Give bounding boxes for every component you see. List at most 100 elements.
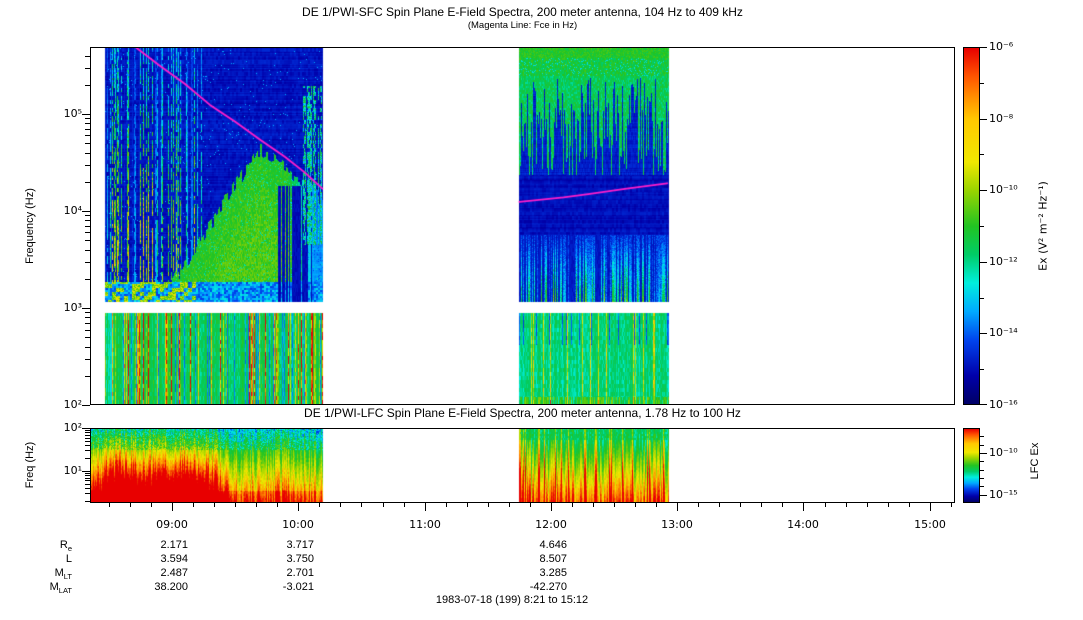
ephemeris-value: 8.507: [539, 553, 567, 565]
ephemeris-row-label: L: [65, 553, 72, 565]
sfc-subtitle: (Magenta Line: Fce in Hz): [467, 20, 578, 31]
x-tick-label: 13:00: [661, 518, 693, 531]
lfc-y-minor-tick: [85, 450, 90, 451]
sfc-colorbar-label: Ex (V² m⁻² Hz⁻¹): [1036, 181, 1050, 271]
lfc-y-major-tick: [82, 428, 90, 429]
sfc-y-minor-tick: [85, 376, 90, 377]
sfc-colorbar-tick-label: 10⁻⁶: [989, 40, 1014, 53]
lfc-colorbar-tick-label: 10⁻¹⁰: [989, 446, 1018, 459]
sfc-y-minor-tick: [85, 317, 90, 318]
ephemeris-row-label: MLT: [54, 567, 72, 582]
sfc-y-minor-tick: [85, 220, 90, 221]
sfc-y-minor-tick: [85, 85, 90, 86]
x-major-tick: [677, 503, 678, 511]
x-tick-label: 10:00: [282, 518, 314, 531]
sfc-title: DE 1/PWI-SFC Spin Plane E-Field Spectra,…: [302, 5, 743, 19]
x-minor-tick: [867, 503, 868, 507]
lfc-y-minor-tick: [85, 445, 90, 446]
x-minor-tick: [214, 503, 215, 507]
ephemeris-value: 4.646: [539, 539, 567, 551]
sfc-spectrogram-panel: [90, 47, 955, 405]
lfc-y-tick-label: 10¹: [63, 464, 82, 477]
x-minor-tick: [277, 503, 278, 507]
ephemeris-row-label: Re: [59, 539, 72, 554]
sfc-y-minor-tick: [85, 262, 90, 263]
sfc-y-minor-tick: [85, 359, 90, 360]
ephemeris-value: 2.171: [160, 539, 188, 551]
sfc-colorbar-minor-tick: [980, 226, 984, 227]
lfc-spectrogram-panel: [90, 428, 955, 503]
sfc-y-minor-tick: [85, 182, 90, 183]
x-major-tick: [803, 503, 804, 511]
x-major-tick: [551, 503, 552, 511]
x-minor-tick: [109, 503, 110, 507]
sfc-y-minor-tick: [85, 226, 90, 227]
x-tick-label: 14:00: [787, 518, 819, 531]
sfc-y-minor-tick: [85, 323, 90, 324]
x-minor-tick: [151, 503, 152, 507]
lfc-colorbar-minor-tick: [980, 478, 984, 479]
x-minor-tick: [782, 503, 783, 507]
sfc-y-minor-tick: [85, 279, 90, 280]
lfc-y-minor-tick: [85, 441, 90, 442]
lfc-y-minor-tick: [85, 475, 90, 476]
x-minor-tick: [656, 503, 657, 507]
lfc-y-minor-tick: [85, 432, 90, 433]
sfc-colorbar-tick-label: 10⁻¹⁴: [989, 326, 1018, 339]
lfc-y-minor-tick: [85, 480, 90, 481]
x-minor-tick: [530, 503, 531, 507]
sfc-y-minor-tick: [85, 165, 90, 166]
lfc-colorbar-minor-tick: [980, 486, 984, 487]
lfc-y-minor-tick: [85, 458, 90, 459]
sfc-y-minor-tick: [85, 68, 90, 69]
sfc-y-minor-tick: [85, 118, 90, 119]
sfc-colorbar-tick: [980, 262, 987, 263]
date-range-label: 1983-07-18 (199) 8:21 to 15:12: [435, 594, 589, 606]
lfc-y-minor-tick: [85, 493, 90, 494]
sfc-y-tick-label: 10⁴: [63, 204, 82, 217]
x-minor-tick: [698, 503, 699, 507]
lfc-heatmap: [91, 429, 954, 502]
x-minor-tick: [361, 503, 362, 507]
sfc-y-major-tick: [82, 308, 90, 309]
sfc-y-tick-label: 10²: [63, 398, 82, 411]
ephemeris-value: 3.285: [539, 567, 567, 579]
sfc-y-minor-tick: [85, 250, 90, 251]
x-minor-tick: [951, 503, 952, 507]
x-minor-tick: [130, 503, 131, 507]
lfc-colorbar-tick-label: 10⁻¹⁵: [989, 488, 1018, 501]
lfc-colorbar: [963, 428, 980, 503]
lfc-colorbar-tick: [980, 453, 987, 454]
lfc-y-minor-tick: [85, 501, 90, 502]
ephemeris-value: -42.270: [529, 581, 567, 593]
sfc-y-major-tick: [82, 114, 90, 115]
sfc-y-minor-tick: [85, 337, 90, 338]
x-minor-tick: [383, 503, 384, 507]
sfc-y-minor-tick: [85, 232, 90, 233]
sfc-y-minor-tick: [85, 56, 90, 57]
sfc-y-minor-tick: [85, 347, 90, 348]
x-minor-tick: [740, 503, 741, 507]
sfc-colorbar: [963, 47, 980, 405]
x-minor-tick: [825, 503, 826, 507]
sfc-y-minor-tick: [85, 240, 90, 241]
x-minor-tick: [593, 503, 594, 507]
sfc-y-minor-tick: [85, 330, 90, 331]
lfc-y-minor-tick: [85, 478, 90, 479]
sfc-y-minor-tick: [85, 312, 90, 313]
ephemeris-row-label: MLAT: [49, 581, 72, 596]
lfc-title: DE 1/PWI-LFC Spin Plane E-Field Spectra,…: [304, 406, 741, 420]
lfc-colorbar-minor-tick: [980, 470, 984, 471]
lfc-colorbar-minor-tick: [980, 445, 984, 446]
lfc-y-major-tick: [82, 471, 90, 472]
sfc-y-minor-tick: [85, 143, 90, 144]
lfc-colorbar-minor-tick: [980, 436, 984, 437]
ephemeris-value: 3.594: [160, 553, 188, 565]
x-minor-tick: [319, 503, 320, 507]
sfc-colorbar-tick-label: 10⁻¹²: [989, 255, 1018, 268]
lfc-y-minor-tick: [85, 473, 90, 474]
sfc-colorbar-minor-tick: [980, 83, 984, 84]
x-minor-tick: [614, 503, 615, 507]
x-tick-label: 09:00: [156, 518, 188, 531]
